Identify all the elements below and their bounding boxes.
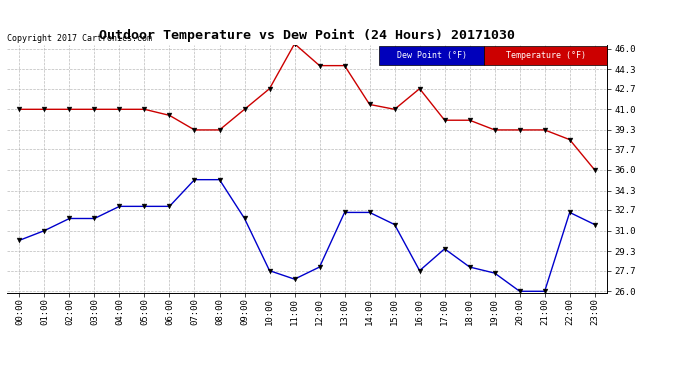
Text: Temperature (°F): Temperature (°F) <box>506 51 586 60</box>
FancyBboxPatch shape <box>379 46 484 65</box>
FancyBboxPatch shape <box>484 46 607 65</box>
Text: Copyright 2017 Cartronics.com: Copyright 2017 Cartronics.com <box>7 33 152 42</box>
Text: Dew Point (°F): Dew Point (°F) <box>397 51 466 60</box>
Title: Outdoor Temperature vs Dew Point (24 Hours) 20171030: Outdoor Temperature vs Dew Point (24 Hou… <box>99 29 515 42</box>
